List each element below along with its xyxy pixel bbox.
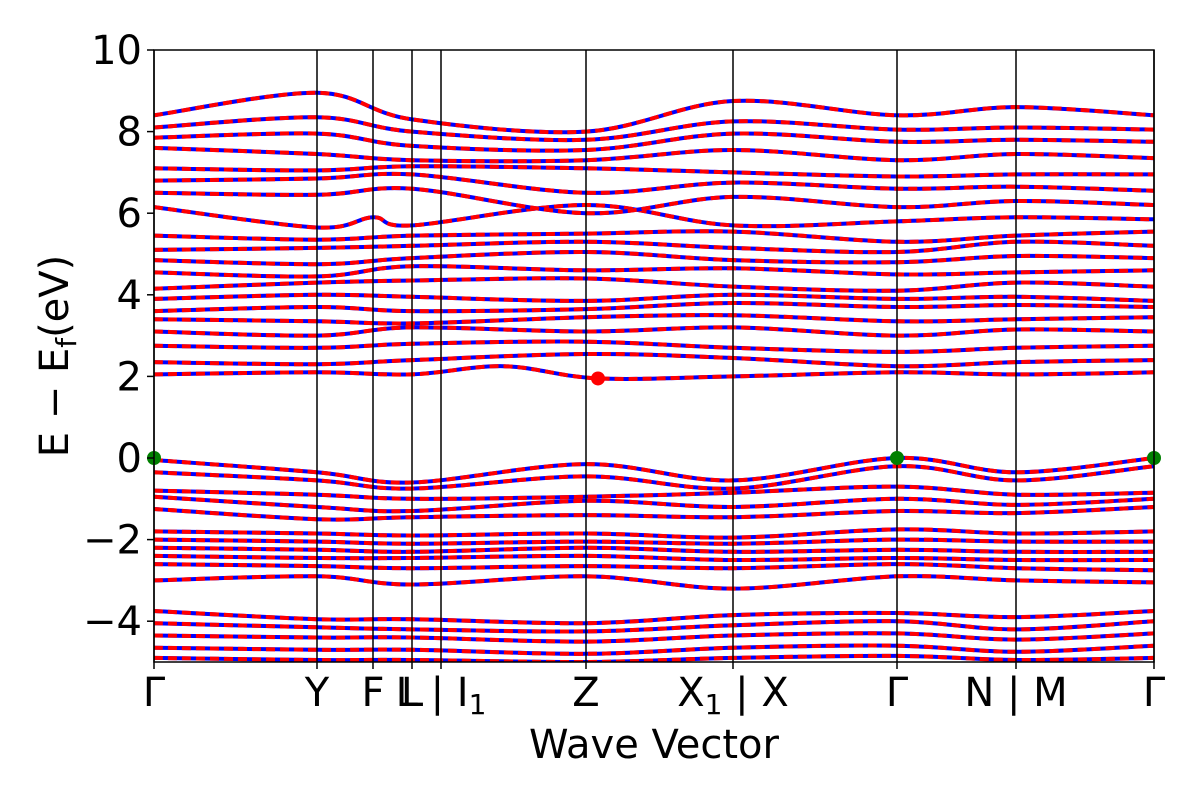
band-1-spin-up <box>154 464 1154 491</box>
band-12-spin-up <box>154 619 1154 634</box>
y-tick-label-5: 6 <box>117 191 142 237</box>
band-11-spin-down <box>154 609 1154 626</box>
band-18-spin-down <box>154 339 1154 354</box>
band-16-spin-up <box>154 364 1154 381</box>
band-23-spin-up <box>154 276 1154 293</box>
x-tick-label-4: L | I1 <box>396 670 487 721</box>
y-tick-label-6: 8 <box>117 110 142 156</box>
band-17-spin-up <box>154 351 1154 369</box>
band-6-spin-up <box>154 537 1154 546</box>
band-7-spin-down <box>154 545 1154 554</box>
x-tick-label-0: Γ <box>143 670 166 716</box>
cbm-marker-0 <box>591 371 605 386</box>
band-35-spin-up <box>154 90 1154 135</box>
band-2-spin-down <box>154 484 1154 501</box>
y-tick-label-7: 10 <box>91 28 142 74</box>
band-3-spin-down <box>154 494 1154 514</box>
band-9-spin-down <box>154 562 1154 573</box>
bands-layer <box>154 90 1154 662</box>
band-18-spin-up <box>154 339 1154 354</box>
band-32-spin-down <box>154 145 1154 164</box>
band-21-spin-up <box>154 300 1154 314</box>
band-11-spin-up <box>154 609 1154 626</box>
band-8-spin-up <box>154 553 1154 563</box>
band-3-spin-up <box>154 494 1154 514</box>
band-24-spin-down <box>154 264 1154 279</box>
band-28-spin-up <box>154 202 1154 230</box>
x-tick-label-8: N | M <box>964 670 1067 716</box>
band-14-spin-up <box>154 643 1154 656</box>
band-13-spin-up <box>154 631 1154 644</box>
y-tick-label-1: −2 <box>83 518 142 564</box>
y-tick-label-2: 0 <box>117 436 142 482</box>
x-axis-ticks: Γ Y F LL | I1 Z X1 | X Γ N | M Γ <box>143 662 1166 721</box>
x-tick-label-1: Y <box>304 670 330 716</box>
band-10-spin-up <box>154 574 1154 591</box>
band-30-spin-down <box>154 171 1154 195</box>
y-axis-title-main: E − E <box>32 348 78 458</box>
band-20-spin-up <box>154 313 1154 326</box>
band-16-spin-down <box>154 364 1154 381</box>
band-27-spin-up <box>154 229 1154 244</box>
band-23-spin-down <box>154 276 1154 293</box>
y-tick-label-0: −4 <box>83 599 142 645</box>
band-12-spin-down <box>154 619 1154 634</box>
band-31-spin-down <box>154 164 1154 179</box>
band-7-spin-up <box>154 545 1154 554</box>
band-17-spin-down <box>154 351 1154 369</box>
y-axis-title: E − Ef(eV) <box>32 255 83 458</box>
band-20-spin-down <box>154 313 1154 326</box>
band-31-spin-up <box>154 164 1154 179</box>
band-26-spin-up <box>154 239 1154 255</box>
band-26-spin-down <box>154 239 1154 255</box>
y-tick-label-3: 2 <box>117 354 142 400</box>
extrema-markers <box>147 371 1161 465</box>
x-tick-label-2: F <box>361 670 384 716</box>
band-24-spin-up <box>154 264 1154 279</box>
band-4-spin-down <box>154 505 1154 522</box>
band-34-spin-down <box>154 115 1154 143</box>
band-5-spin-up <box>154 527 1154 540</box>
band-25-spin-up <box>154 249 1154 267</box>
band-14-spin-down <box>154 643 1154 656</box>
band-15-spin-down <box>154 653 1154 662</box>
band-4-spin-up <box>154 505 1154 522</box>
y-tick-label-4: 4 <box>117 273 142 319</box>
x-axis-title: Wave Vector <box>529 722 780 768</box>
band-27-spin-down <box>154 229 1154 244</box>
band-5-spin-down <box>154 527 1154 540</box>
band-30-spin-up <box>154 171 1154 195</box>
plot-frame <box>153 49 1155 663</box>
band-15-spin-up <box>154 653 1154 662</box>
band-25-spin-down <box>154 249 1154 267</box>
vbm-marker-2 <box>890 451 904 465</box>
band-29-spin-up <box>154 186 1154 216</box>
band-21-spin-down <box>154 300 1154 314</box>
y-axis-title-unit: (eV) <box>32 255 78 338</box>
band-22-spin-up <box>154 292 1154 303</box>
x-tick-label-3: L <box>401 670 424 716</box>
y-axis-ticks: −4 −2 0 2 4 6 8 10 <box>83 28 154 645</box>
band-32-spin-up <box>154 145 1154 164</box>
band-34-spin-up <box>154 115 1154 143</box>
band-0-spin-up <box>154 455 1154 485</box>
band-13-spin-down <box>154 631 1154 644</box>
band-19-spin-up <box>154 325 1154 338</box>
x-tick-label-9: Γ <box>1143 670 1166 716</box>
band-22-spin-down <box>154 292 1154 303</box>
band-10-spin-down <box>154 574 1154 591</box>
band-6-spin-down <box>154 537 1154 546</box>
x-tick-label-5: Z <box>572 670 599 716</box>
band-33-spin-up <box>154 131 1154 153</box>
band-33-spin-down <box>154 131 1154 153</box>
band-8-spin-down <box>154 553 1154 563</box>
band-9-spin-up <box>154 562 1154 573</box>
y-axis-title-sub: f <box>50 337 83 348</box>
band-19-spin-down <box>154 325 1154 338</box>
x-tick-label-7: Γ <box>886 670 909 716</box>
x-tick-label-6: X1 | X <box>677 670 789 721</box>
band-2-spin-up <box>154 484 1154 501</box>
